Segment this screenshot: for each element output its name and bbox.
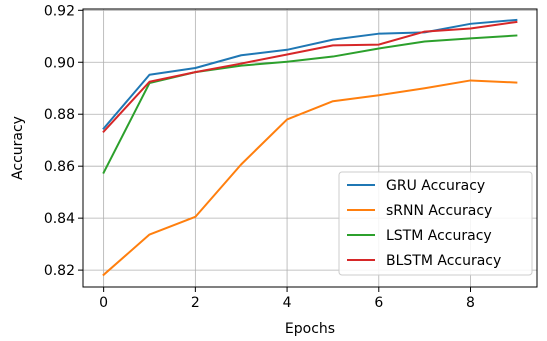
plot-frame (82, 8, 538, 288)
legend-label-lstm-accuracy: LSTM Accuracy (386, 228, 492, 244)
legend: GRU Accuracy sRNN Accuracy LSTM Accuracy BL… (338, 171, 533, 276)
y-tick-label: 0.88 (44, 107, 75, 123)
y-tick-label: 0.84 (44, 211, 75, 227)
series-line-gru-accuracy (102, 18, 518, 130)
x-tick-label: 4 (283, 295, 292, 311)
legend-label-gru-accuracy: GRU Accuracy (386, 178, 485, 194)
legend-label-srnn-accuracy: sRNN Accuracy (386, 203, 492, 219)
legend-box (338, 171, 533, 276)
axis-ticks: 0 2 4 6 8 0.82 0.84 0.86 0.88 0.90 0.92 (44, 3, 475, 311)
y-tick-label: 0.82 (44, 263, 75, 279)
y-tick-label: 0.92 (44, 3, 75, 19)
y-tick-label: 0.86 (44, 159, 75, 175)
y-tick-label: 0.90 (44, 55, 75, 71)
x-axis-title: Epochs (285, 321, 335, 337)
x-tick-label: 8 (466, 295, 475, 311)
series-line-srnn-accuracy (102, 79, 518, 277)
legend-label-blstm-accuracy: BLSTM Accuracy (386, 253, 501, 269)
y-axis-title: Accuracy (10, 116, 26, 180)
series-lines (102, 18, 518, 277)
series-line-blstm-accuracy (102, 20, 518, 134)
x-tick-label: 2 (191, 295, 200, 311)
x-tick-label: 0 (99, 295, 108, 311)
x-tick-label: 6 (374, 295, 383, 311)
